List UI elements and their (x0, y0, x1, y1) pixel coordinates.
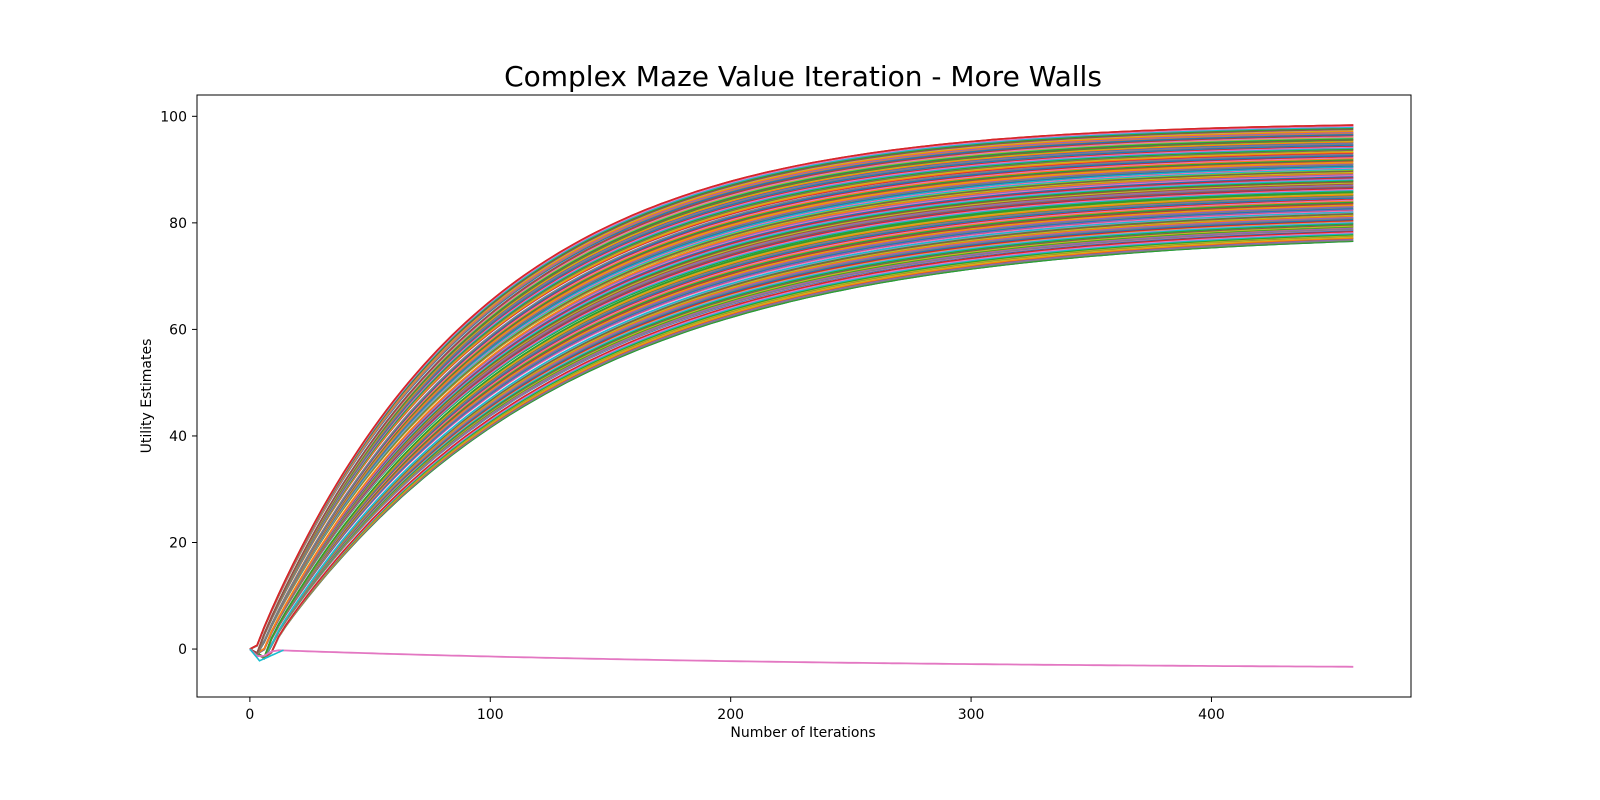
y-tick-label: 20 (169, 536, 187, 552)
y-tick-label: 100 (160, 109, 187, 125)
x-tick-label: 300 (958, 707, 985, 723)
utility-series-line (249, 230, 1354, 659)
x-axis-ticks: 0 100 200 300 400 (245, 697, 1225, 723)
y-tick-label: 80 (169, 216, 187, 232)
x-axis-label: Number of Iterations (730, 725, 875, 741)
early-dip-series-line (249, 648, 284, 662)
y-axis-label: Utility Estimates (139, 339, 155, 454)
utility-series-line (249, 211, 1354, 659)
y-tick-label: 0 (178, 642, 187, 658)
utility-series-line (249, 172, 1354, 655)
x-tick-label: 400 (1198, 707, 1225, 723)
chart-title: Complex Maze Value Iteration - More Wall… (504, 60, 1102, 93)
y-tick-label: 60 (169, 322, 187, 338)
x-tick-label: 0 (245, 707, 254, 723)
x-tick-label: 100 (477, 707, 504, 723)
plot-frame (196, 94, 1412, 698)
y-tick-label: 40 (169, 429, 187, 445)
utility-series-line (249, 191, 1354, 659)
y-axis-ticks: 0 20 40 60 80 100 (160, 109, 197, 658)
utility-series-line (249, 124, 1354, 650)
series-lines (249, 124, 1354, 668)
declining-series-line (249, 648, 1354, 668)
x-tick-label: 200 (717, 707, 744, 723)
utility-series-line (249, 153, 1354, 655)
